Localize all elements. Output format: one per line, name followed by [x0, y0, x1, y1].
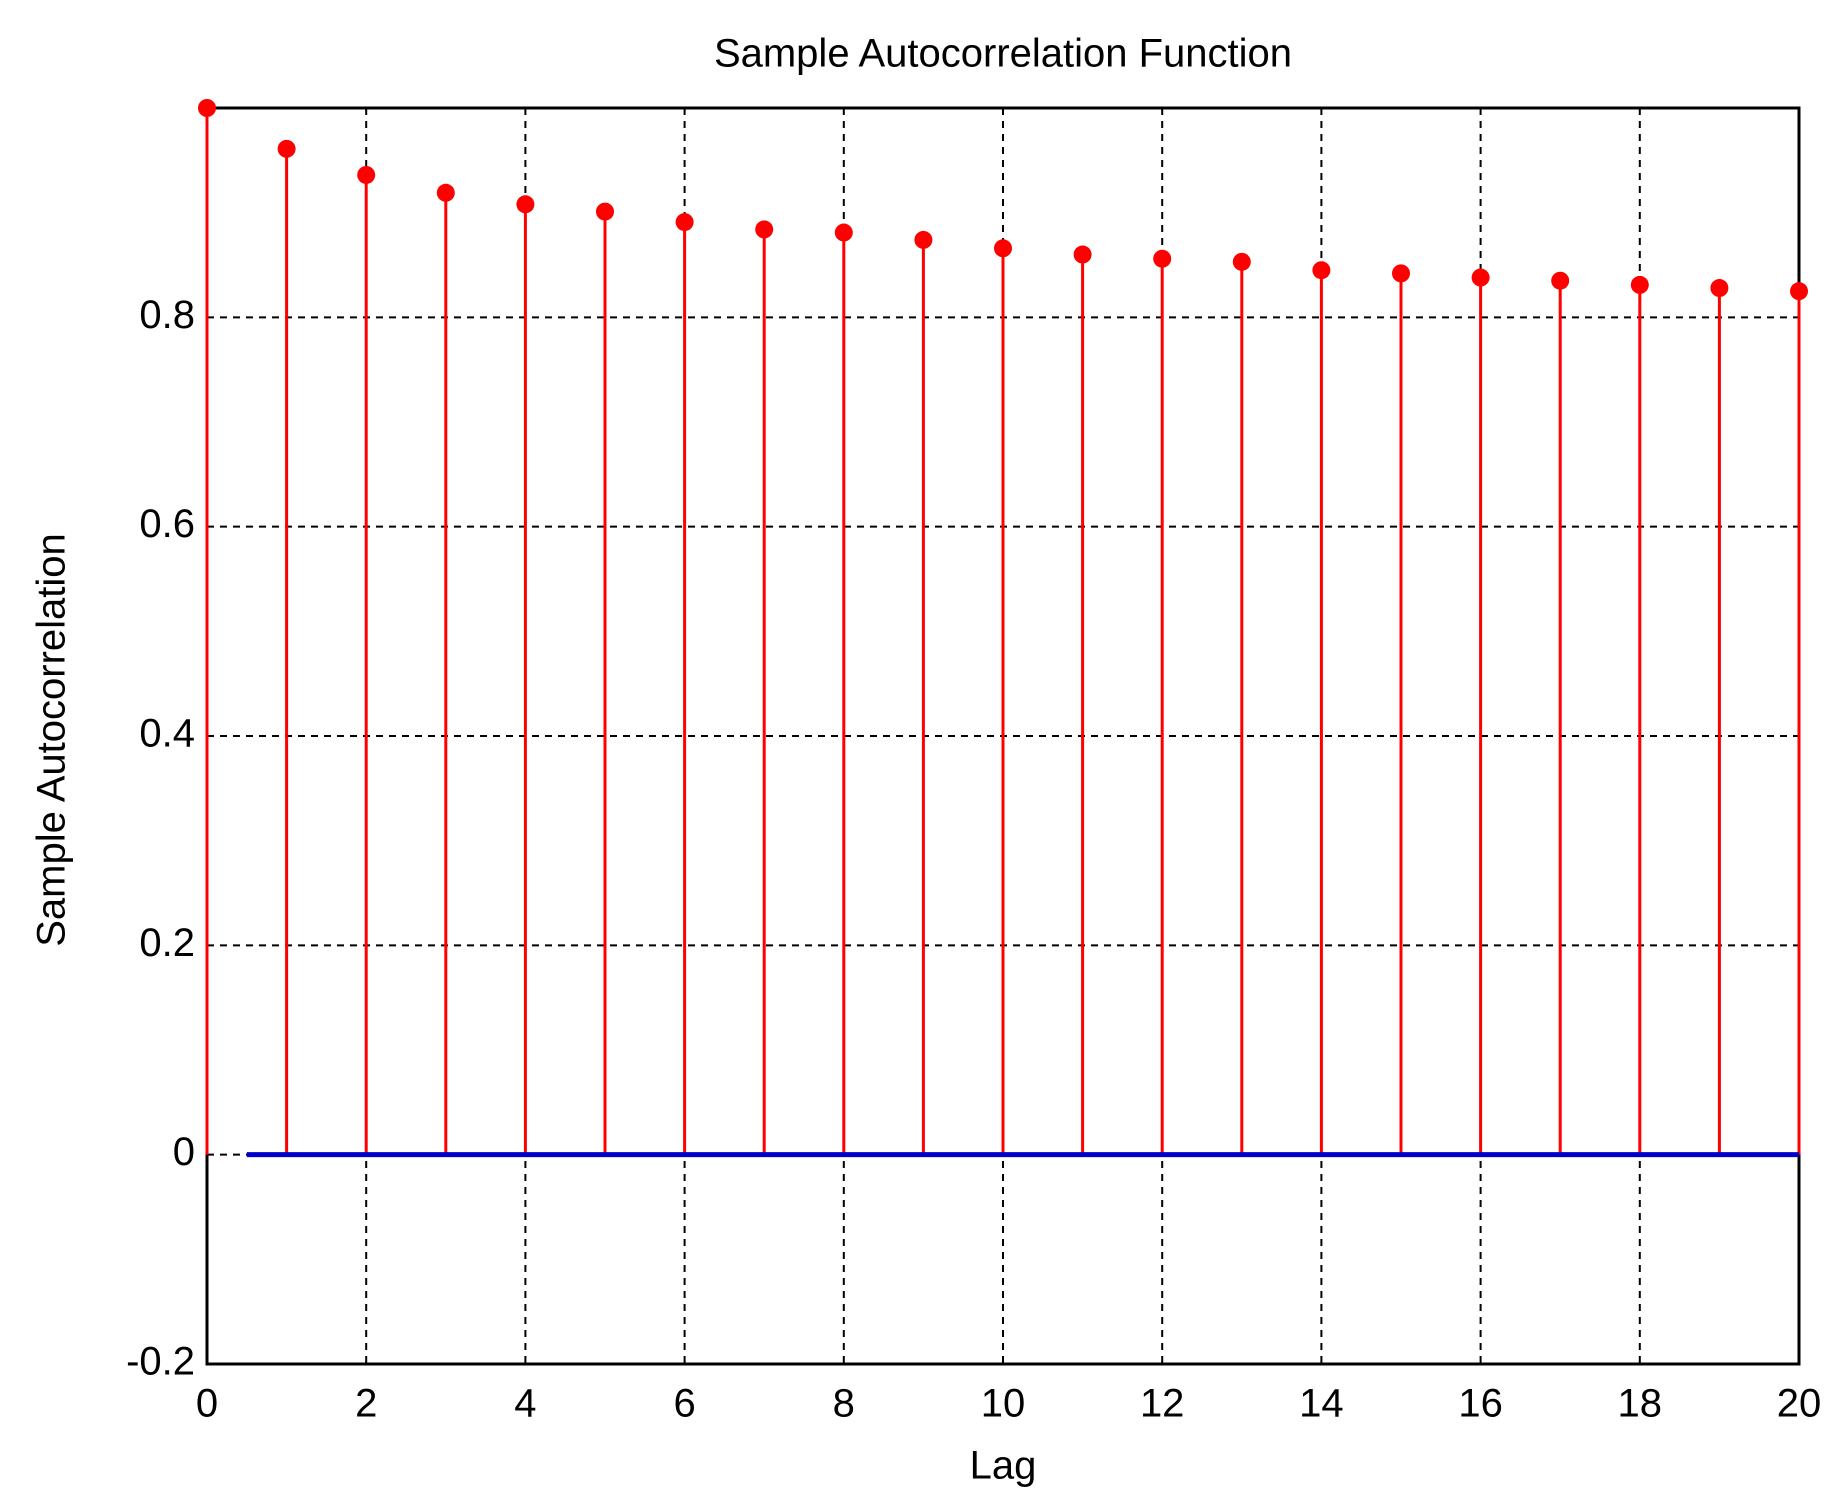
x-tick-label: 8: [833, 1382, 855, 1426]
y-axis-label: Sample Autocorrelation: [30, 533, 74, 947]
stem-marker: [1471, 268, 1490, 287]
stem-marker: [436, 183, 455, 202]
x-tick-label: 16: [1458, 1382, 1503, 1426]
chart-title: Sample Autocorrelation Function: [714, 32, 1292, 76]
y-tick-label: 0.6: [139, 502, 195, 546]
stem-marker: [755, 220, 774, 239]
stem-marker: [596, 202, 614, 221]
x-axis-label: Lag: [970, 1444, 1037, 1488]
y-tick-label: 0.4: [139, 712, 195, 756]
stem-marker: [1551, 271, 1570, 290]
y-tick-label: 0.2: [139, 921, 195, 965]
stem-marker: [1312, 261, 1331, 280]
x-tick-label: 2: [355, 1382, 377, 1426]
stem-marker: [1153, 249, 1172, 268]
stem-marker: [516, 195, 535, 214]
stem-marker: [914, 230, 933, 249]
stem-marker: [1232, 252, 1251, 271]
y-tick-label: -0.2: [126, 1340, 195, 1384]
stem-marker: [1073, 245, 1092, 264]
stem-marker: [834, 223, 853, 242]
stem-marker: [1392, 264, 1410, 283]
y-tick-label: 0: [173, 1130, 195, 1174]
stem-marker: [1790, 282, 1808, 301]
stem-marker: [277, 139, 296, 158]
x-tick-label: 10: [981, 1382, 1026, 1426]
x-tick-label: 20: [1777, 1382, 1822, 1426]
stem-marker: [357, 165, 376, 184]
stem-marker: [994, 239, 1012, 258]
stem-marker: [675, 213, 694, 232]
x-tick-label: 4: [514, 1382, 536, 1426]
stem-marker: [1630, 275, 1649, 294]
stem-marker: [1710, 279, 1729, 298]
y-tick-label: 0.8: [139, 293, 195, 337]
x-tick-label: 14: [1299, 1382, 1344, 1426]
x-tick-label: 0: [196, 1382, 218, 1426]
x-tick-label: 6: [673, 1382, 695, 1426]
stem-marker: [198, 99, 216, 117]
x-tick-label: 12: [1140, 1382, 1185, 1426]
x-tick-label: 18: [1618, 1382, 1663, 1426]
